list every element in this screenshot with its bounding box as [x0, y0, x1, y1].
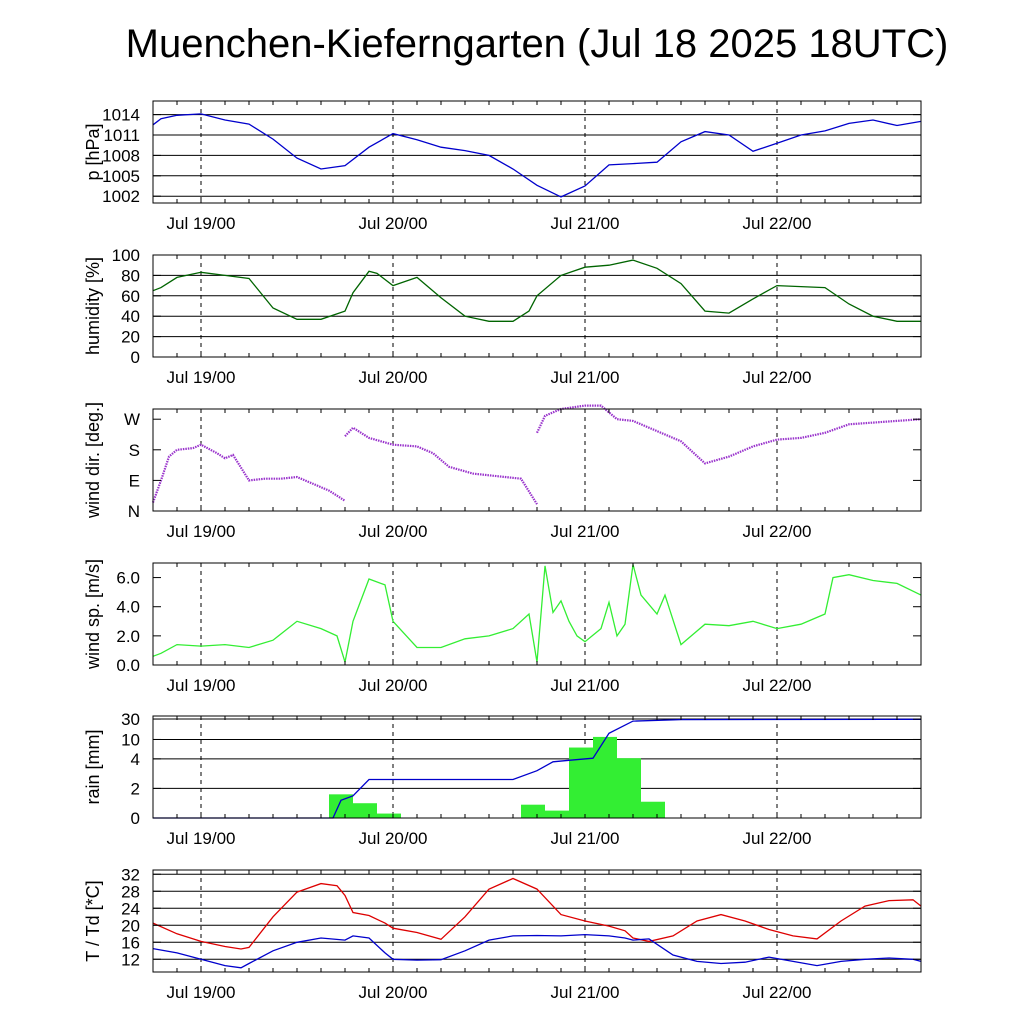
y-tick-label: 1002	[102, 187, 140, 206]
x-tick-label: Jul 22/00	[743, 983, 812, 1002]
x-tick-label: Jul 22/00	[743, 676, 812, 695]
y-tick-label: E	[129, 471, 140, 490]
y-tick-label: 100	[112, 246, 140, 265]
rain-bar	[617, 758, 641, 818]
y-tick-label: N	[128, 502, 140, 521]
x-tick-label: Jul 21/00	[551, 214, 620, 233]
series-line-0	[152, 877, 922, 950]
rain-bar	[545, 810, 569, 818]
series-line-1	[152, 933, 922, 969]
y-tick-label: 1008	[102, 146, 140, 165]
y-tick-label: 2.0	[116, 627, 140, 646]
x-tick-label: Jul 20/00	[359, 214, 428, 233]
plot-frame	[152, 254, 922, 358]
y-axis-label: rain [mm]	[83, 729, 103, 804]
rain-bar	[641, 801, 665, 818]
series-line-0	[152, 259, 921, 322]
y-tick-label: 32	[121, 865, 140, 884]
y-axis-label: humidity [%]	[83, 257, 103, 355]
y-tick-label: 1011	[103, 126, 140, 145]
x-tick-label: Jul 20/00	[359, 983, 428, 1002]
x-tick-label: Jul 22/00	[743, 214, 812, 233]
x-tick-label: Jul 21/00	[551, 829, 620, 848]
y-axis-label: wind sp. [m/s]	[83, 559, 103, 670]
y-tick-label: 2	[131, 779, 140, 798]
y-tick-label: 4.0	[116, 598, 140, 617]
y-tick-label: S	[129, 441, 140, 460]
rain-bar	[329, 794, 353, 818]
y-tick-label: 10	[121, 730, 140, 749]
y-axis-label: wind dir. [deg.]	[83, 402, 103, 519]
wind-direction-points-0	[151, 443, 346, 503]
x-tick-label: Jul 20/00	[359, 368, 428, 387]
rain-bar	[521, 804, 545, 818]
series-line-0	[152, 564, 922, 663]
y-tick-label: 0	[131, 809, 140, 828]
plot-frame	[152, 408, 922, 512]
x-tick-label: Jul 19/00	[167, 676, 236, 695]
y-tick-label: 20	[121, 916, 140, 935]
x-tick-label: Jul 21/00	[551, 676, 620, 695]
plot-frame	[152, 100, 922, 204]
y-tick-label: 16	[121, 933, 140, 952]
x-tick-label: Jul 19/00	[167, 983, 236, 1002]
x-tick-label: Jul 20/00	[359, 676, 428, 695]
rain-bar	[353, 803, 377, 818]
y-tick-label: 80	[121, 266, 140, 285]
y-tick-label: 40	[121, 307, 140, 326]
x-tick-label: Jul 20/00	[359, 522, 428, 541]
plot-frame	[152, 715, 922, 819]
y-tick-label: 6.0	[116, 569, 140, 588]
y-tick-label: 60	[121, 287, 140, 306]
x-tick-label: Jul 22/00	[743, 522, 812, 541]
y-tick-label: 1005	[102, 167, 140, 186]
page-title: Muenchen-Kieferngarten (Jul 18 2025 18UT…	[125, 22, 949, 66]
x-tick-label: Jul 22/00	[743, 829, 812, 848]
x-tick-label: Jul 19/00	[167, 368, 236, 387]
x-tick-label: Jul 21/00	[551, 983, 620, 1002]
x-tick-label: Jul 21/00	[551, 368, 620, 387]
y-tick-label: 0.0	[116, 656, 140, 675]
wind-direction-points-1	[344, 426, 538, 505]
y-tick-label: 12	[121, 950, 140, 969]
plot-frame	[152, 562, 922, 666]
y-tick-label: 24	[121, 899, 140, 918]
y-tick-label: W	[124, 410, 140, 429]
plot-frame	[152, 869, 922, 973]
y-tick-label: 0	[131, 348, 140, 367]
y-axis-label: p [hPa]	[83, 123, 103, 180]
y-tick-label: 20	[121, 328, 140, 347]
y-tick-label: 1014	[102, 106, 140, 125]
y-tick-label: 30	[121, 710, 140, 729]
rain-bar	[377, 813, 401, 818]
y-tick-label: 4	[131, 750, 140, 769]
wind-direction-points-2	[536, 404, 922, 465]
y-tick-label: 28	[121, 882, 140, 901]
x-tick-label: Jul 19/00	[167, 829, 236, 848]
rain-bar	[593, 736, 617, 818]
x-tick-label: Jul 22/00	[743, 368, 812, 387]
series-line-0	[153, 718, 922, 819]
x-tick-label: Jul 20/00	[359, 829, 428, 848]
series-line-0	[152, 113, 922, 198]
y-axis-label: T / Td [*C]	[83, 880, 103, 961]
x-tick-label: Jul 21/00	[551, 522, 620, 541]
x-tick-label: Jul 19/00	[167, 522, 236, 541]
x-tick-label: Jul 19/00	[167, 214, 236, 233]
